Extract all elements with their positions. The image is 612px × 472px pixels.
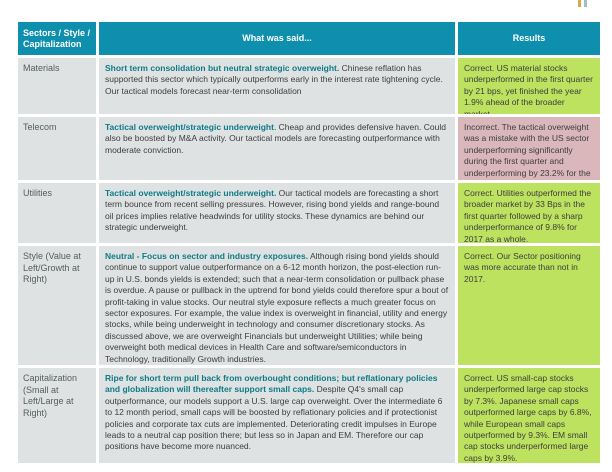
column-header-results-label: Results	[512, 33, 546, 43]
row-label-utilities: Utilities	[18, 183, 96, 243]
said-cell-materials: Short term consolidation but neutral str…	[99, 58, 455, 114]
result-cell-telecom: Incorrect. The tactical overweight was a…	[458, 117, 600, 180]
result-cell-style: Correct. Our Sector positioning was more…	[458, 246, 600, 365]
logo-fragment-blue-bar	[584, 0, 587, 7]
said-body-materials: Chinese reflation has supported this sec…	[105, 63, 443, 96]
column-header-results: Results	[458, 22, 600, 55]
row-label-style: Style (Value at Left/Growth at Right)	[18, 246, 96, 365]
said-lead-materials: Short term consolidation but neutral str…	[105, 63, 340, 73]
logo-fragment-orange-bar	[578, 0, 581, 7]
result-cell-utilities: Correct. Utilities outperformed the broa…	[458, 183, 600, 243]
said-body-style: Although rising bond yields should conti…	[105, 251, 449, 364]
column-header-sectors-label: Sectors / Style / Capitalization	[23, 27, 91, 49]
said-body-utilities: Our tactical models are forecasting a sh…	[105, 188, 440, 233]
row-label-materials: Materials	[18, 58, 96, 114]
said-cell-style: Neutral - Focus on sector and industry e…	[99, 246, 455, 365]
said-cell-utilities: Tactical overweight/strategic underweigh…	[99, 183, 455, 243]
column-header-what-was-said: What was said...	[99, 22, 455, 55]
said-body-capitalization: Despite Q4's small cap outperformance, o…	[105, 384, 443, 452]
result-cell-materials: Correct. US material stocks underperform…	[458, 58, 600, 114]
row-label-telecom: Telecom	[18, 117, 96, 180]
said-cell-capitalization: Ripe for short term pull back from overb…	[99, 368, 455, 463]
forecast-results-table: Sectors / Style / Capitalization What wa…	[18, 22, 600, 463]
said-lead-utilities: Tactical overweight/strategic underweigh…	[105, 188, 277, 198]
row-label-capitalization: Capitalization (Small at Left/Large at R…	[18, 368, 96, 463]
said-body-telecom: . Cheap and provides defensive haven. Co…	[105, 122, 446, 155]
said-lead-telecom: Tactical overweight/strategic underweigh…	[105, 122, 274, 132]
result-cell-capitalization: Correct. US small-cap stocks underperfor…	[458, 368, 600, 463]
said-cell-telecom: Tactical overweight/strategic underweigh…	[99, 117, 455, 180]
column-header-what-was-said-label: What was said...	[242, 33, 312, 43]
said-lead-capitalization: Ripe for short term pull back from overb…	[105, 373, 438, 395]
column-header-sectors: Sectors / Style / Capitalization	[18, 22, 96, 55]
said-lead-style: Neutral - Focus on sector and industry e…	[105, 251, 309, 261]
